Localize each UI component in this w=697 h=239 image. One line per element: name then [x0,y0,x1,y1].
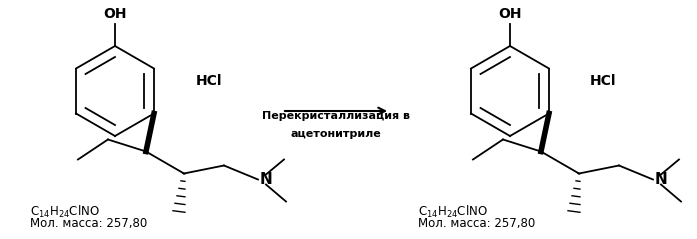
Text: ацетонитриле: ацетонитриле [291,129,381,139]
Text: $\mathregular{C_{14}H_{24}ClNO}$: $\mathregular{C_{14}H_{24}ClNO}$ [418,204,488,220]
Text: $\mathregular{C_{14}H_{24}ClNO}$: $\mathregular{C_{14}H_{24}ClNO}$ [30,204,100,220]
Text: Мол. масса: 257,80: Мол. масса: 257,80 [30,217,147,230]
Text: OH: OH [103,7,127,21]
Text: HCl: HCl [590,74,617,88]
Text: Мол. масса: 257,80: Мол. масса: 257,80 [418,217,535,230]
Text: Перекристаллизация в: Перекристаллизация в [262,111,410,121]
Text: N: N [260,172,273,187]
Text: N: N [655,172,668,187]
Text: OH: OH [498,7,522,21]
Text: HCl: HCl [196,74,222,88]
